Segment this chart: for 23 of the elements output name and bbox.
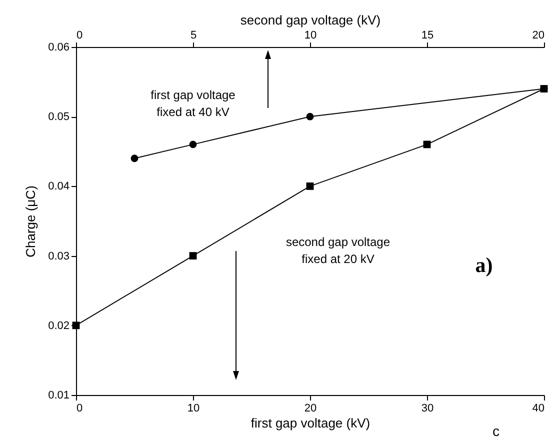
x2-axis-title: second gap voltage (kV) — [240, 12, 381, 28]
x-tick-label: 20 — [304, 402, 317, 414]
x2-tick-label: 0 — [76, 30, 83, 42]
y-tick-label: 0.02 — [48, 320, 70, 332]
x2-tick-label: 10 — [304, 30, 317, 42]
text: c — [492, 423, 500, 439]
x-tick-label: 40 — [532, 402, 544, 414]
y-tick-label: 0.01 — [48, 390, 70, 402]
y-tick-label: 0.05 — [48, 111, 70, 124]
x-tick-label: 10 — [187, 402, 200, 414]
y-tick-label: 0.03 — [48, 250, 70, 262]
x-tick-label: 30 — [421, 402, 434, 414]
annotation: a) — [475, 253, 493, 277]
x2-tick-label: 5 — [190, 30, 197, 42]
x-tick-label: 0 — [76, 402, 83, 414]
x2-tick-label: 15 — [421, 30, 434, 42]
annotation: first gap voltage fixed at 40 kV — [150, 88, 236, 119]
y-axis-title: Charge (μC) — [23, 186, 38, 258]
x-axis-title: first gap voltage (kV) — [250, 416, 370, 430]
y-tick-label: 0.06 — [48, 42, 70, 54]
x2-tick-label: 20 — [532, 30, 544, 42]
annotation: second gap voltage fixed at 20 kV — [286, 235, 390, 266]
y-tick-label: 0.04 — [48, 180, 70, 193]
